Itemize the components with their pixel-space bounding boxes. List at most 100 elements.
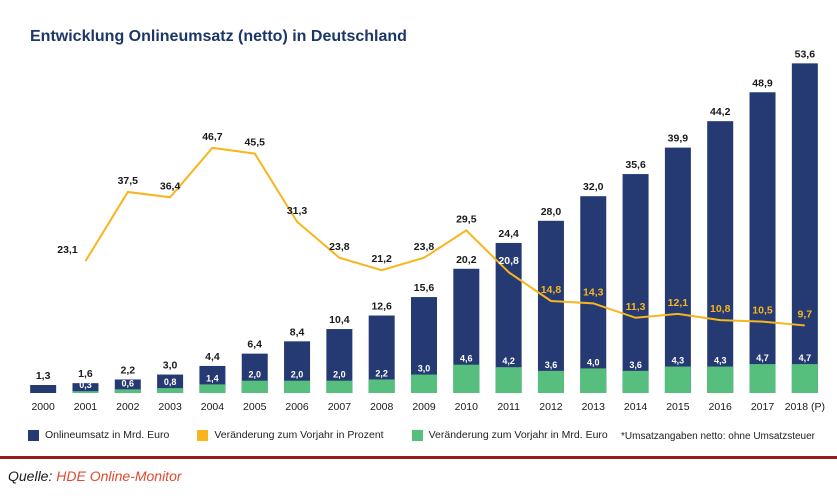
bar-value-label: 53,6	[795, 48, 816, 60]
bar-veraenderung-mrd	[495, 367, 522, 393]
bar-value-label: 8,4	[290, 326, 305, 338]
source-line: Quelle: HDE Online-Monitor	[8, 468, 182, 484]
year-label: 2013	[582, 401, 606, 413]
bar-onlineumsatz	[749, 92, 776, 393]
percent-value-label: 23,8	[414, 241, 435, 253]
percent-value-label: 45,5	[245, 137, 266, 149]
bar-value-label: 2,2	[120, 364, 135, 376]
bar-value-label: 12,6	[371, 301, 392, 313]
green-value-label: 0,8	[164, 377, 177, 387]
bar-value-label: 39,9	[668, 133, 689, 145]
percent-value-label: 9,7	[798, 308, 813, 320]
bar-onlineumsatz	[72, 383, 99, 393]
green-value-label: 4,0	[587, 357, 600, 367]
year-label: 2003	[158, 401, 182, 413]
bar-veraenderung-mrd	[241, 380, 268, 393]
bar-value-label: 1,6	[78, 368, 93, 380]
bar-value-label: 32,0	[583, 181, 604, 193]
percent-value-label: 12,1	[668, 297, 689, 309]
bar-veraenderung-mrd	[791, 364, 818, 393]
year-label: 2018 (P)	[785, 401, 825, 413]
green-value-label: 0,6	[122, 378, 135, 388]
green-value-label: 2,0	[248, 370, 261, 380]
green-value-label: 4,7	[799, 353, 812, 363]
year-label: 2000	[31, 401, 55, 413]
green-value-label: 4,2	[502, 356, 515, 366]
bar-onlineumsatz	[580, 196, 607, 393]
bar-veraenderung-mrd	[284, 380, 311, 393]
footnote: *Umsatzangaben netto: ohne Umsatzsteuer	[621, 431, 815, 442]
legend-swatch-yellow-icon	[197, 429, 209, 441]
year-label: 2004	[201, 401, 225, 413]
source-prefix: Quelle:	[8, 468, 53, 484]
percent-value-label: 20,8	[498, 255, 519, 267]
green-value-label: 4,6	[460, 354, 473, 364]
legend-label-mrd-euro: Veränderung zum Vorjahr in Mrd. Euro	[428, 429, 608, 441]
bar-veraenderung-mrd	[622, 370, 649, 393]
bar-veraenderung-mrd	[368, 379, 395, 393]
percent-line	[84, 146, 805, 327]
legend-item-onlineumsatz: Onlineumsatz in Mrd. Euro	[28, 429, 169, 441]
year-label: 2010	[455, 401, 479, 413]
chart-title: Entwicklung Onlineumsatz (netto) in Deut…	[30, 28, 407, 45]
legend-label-onlineumsatz: Onlineumsatz in Mrd. Euro	[45, 429, 170, 441]
percent-value-label: 36,4	[160, 180, 181, 192]
bar-value-label: 28,0	[541, 206, 562, 218]
legend-swatch-navy-icon	[28, 429, 39, 441]
bar-value-label: 15,6	[414, 282, 435, 294]
percent-value-label: 21,2	[371, 253, 392, 265]
green-value-label: 4,3	[672, 356, 685, 366]
bar-value-label: 10,4	[329, 314, 350, 326]
bar-onlineumsatz	[30, 385, 57, 393]
year-label: 2001	[74, 401, 98, 413]
bar-value-label: 44,2	[710, 106, 731, 118]
divider-rule	[0, 456, 837, 459]
green-value-label: 3,6	[545, 360, 558, 370]
green-value-label: 2,0	[291, 370, 304, 380]
bar-value-label: 3,0	[163, 360, 178, 372]
percent-value-label: 14,3	[583, 286, 604, 298]
percent-value-label: 46,7	[202, 131, 223, 143]
bar-veraenderung-mrd	[199, 384, 226, 393]
bar-veraenderung-mrd	[580, 368, 607, 393]
year-label: 2006	[285, 401, 309, 413]
year-label: 2014	[624, 401, 648, 413]
bar-veraenderung-mrd	[453, 364, 480, 393]
source-link[interactable]: HDE Online-Monitor	[56, 468, 182, 484]
year-label: 2005	[243, 401, 267, 413]
percent-value-label: 29,5	[456, 213, 477, 225]
legend-item-prozent: Veränderung zum Vorjahr in Prozent	[197, 429, 384, 441]
year-label: 2009	[412, 401, 436, 413]
bar-onlineumsatz	[537, 220, 564, 393]
year-label: 2017	[751, 401, 775, 413]
bar-onlineumsatz	[791, 63, 818, 394]
percent-value-label: 10,8	[710, 303, 731, 315]
year-label: 2008	[370, 401, 394, 413]
percent-value-label: 31,3	[287, 205, 308, 217]
year-label: 2015	[666, 401, 690, 413]
percent-value-label: 10,5	[752, 305, 773, 317]
year-label: 2007	[328, 401, 352, 413]
bar-onlineumsatz	[707, 121, 734, 394]
green-value-label: 1,4	[206, 373, 219, 383]
year-label: 2011	[497, 401, 520, 413]
percent-value-label: 11,3	[626, 301, 646, 313]
green-value-label: 4,3	[714, 356, 727, 366]
bar-veraenderung-mrd	[411, 374, 437, 393]
green-value-label: 2,2	[375, 368, 388, 378]
bar-veraenderung-mrd	[749, 364, 776, 393]
bar-value-label: 6,4	[247, 339, 262, 351]
bar-veraenderung-mrd	[114, 389, 141, 393]
green-value-label: 4,7	[756, 353, 769, 363]
percent-value-label: 23,8	[329, 241, 350, 253]
legend-item-mrd-euro: Veränderung zum Vorjahr in Mrd. Euro	[411, 429, 608, 441]
green-value-label: 3,6	[629, 360, 642, 370]
bar-veraenderung-mrd	[72, 391, 99, 393]
year-label: 2012	[539, 401, 563, 413]
year-label: 2002	[116, 401, 140, 413]
green-value-label: 0,3	[79, 380, 92, 390]
percent-value-label: 14,8	[541, 284, 562, 296]
bar-value-label: 24,4	[498, 228, 519, 240]
green-value-label: 2,0	[333, 370, 346, 380]
